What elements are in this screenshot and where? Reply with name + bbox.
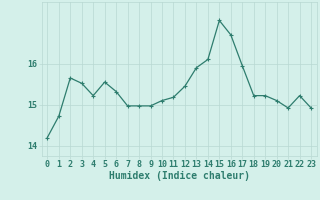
- X-axis label: Humidex (Indice chaleur): Humidex (Indice chaleur): [109, 171, 250, 181]
